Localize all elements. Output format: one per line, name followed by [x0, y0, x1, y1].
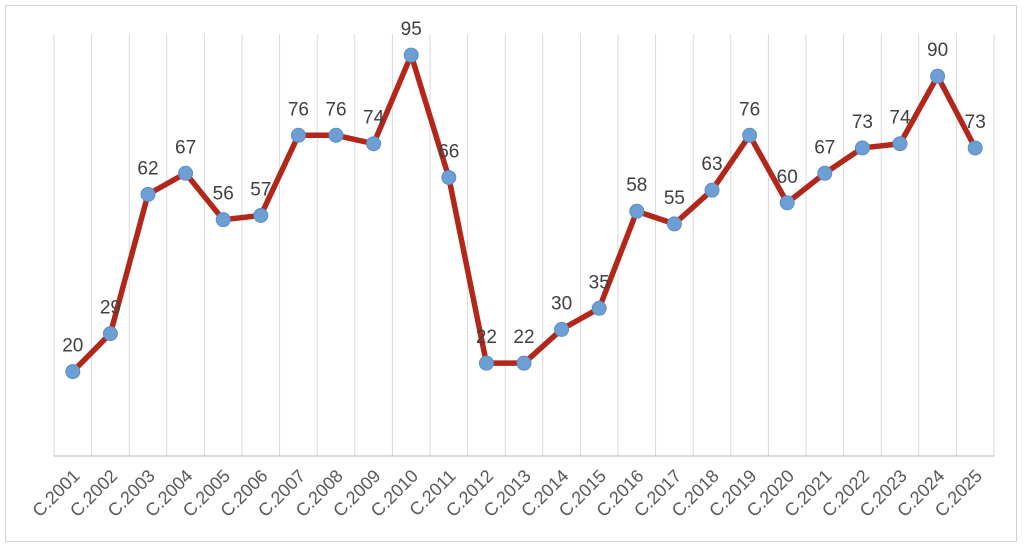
data-point-marker[interactable]	[666, 216, 682, 232]
data-point-label: 58	[626, 175, 647, 196]
data-point-label: 76	[288, 99, 309, 120]
data-point-marker[interactable]	[554, 321, 570, 337]
data-point-label: 76	[739, 99, 760, 120]
data-point-label: 22	[513, 327, 534, 348]
data-point-label: 30	[551, 293, 572, 314]
data-point-label: 35	[589, 272, 610, 293]
data-series-line	[70, 52, 978, 375]
data-point-marker[interactable]	[930, 68, 946, 84]
data-point-marker[interactable]	[967, 140, 983, 156]
data-point-label: 57	[250, 179, 271, 200]
data-point-label: 55	[664, 188, 685, 209]
chart-frame: 20 29 62 67 56 57 76 76 74 95 66 22 22 30 35 58 55 63 76 60…	[5, 5, 1017, 542]
data-point-label: 76	[325, 99, 346, 120]
data-point-label: 56	[213, 184, 234, 205]
data-point-marker[interactable]	[290, 127, 306, 143]
data-point-label: 74	[363, 108, 385, 129]
data-point-marker[interactable]	[779, 195, 795, 211]
data-point-marker[interactable]	[215, 212, 231, 228]
data-point-marker[interactable]	[65, 364, 81, 380]
data-point-label: 60	[777, 167, 798, 188]
data-point-label: 67	[814, 137, 835, 158]
data-point-marker[interactable]	[742, 127, 758, 143]
data-point-marker[interactable]	[253, 207, 269, 223]
line-chart: 20 29 62 67 56 57 76 76 74 95 66 22 22 30 35 58 55 63 76 60…	[28, 19, 995, 521]
data-point-label: 63	[701, 154, 722, 175]
data-point-marker[interactable]	[366, 136, 382, 152]
data-point-marker[interactable]	[817, 165, 833, 181]
data-point-marker[interactable]	[892, 136, 908, 152]
data-point-label: 20	[62, 336, 83, 357]
data-point-marker[interactable]	[516, 355, 532, 371]
data-point-marker[interactable]	[854, 140, 870, 156]
data-point-marker[interactable]	[178, 165, 194, 181]
data-point-marker[interactable]	[591, 300, 607, 316]
data-point-label: 22	[476, 327, 497, 348]
data-point-label: 90	[927, 40, 948, 61]
data-point-label: 73	[965, 112, 986, 133]
data-point-label: 95	[401, 19, 422, 40]
data-point-marker[interactable]	[102, 326, 118, 342]
data-point-label: 73	[852, 112, 873, 133]
data-point-marker[interactable]	[629, 203, 645, 219]
data-point-marker[interactable]	[328, 127, 344, 143]
data-point-label: 66	[438, 141, 459, 162]
data-point-label: 29	[100, 298, 121, 319]
data-point-label: 67	[175, 137, 196, 158]
data-point-marker[interactable]	[403, 47, 419, 63]
data-point-label: 62	[137, 158, 158, 179]
data-point-label: 74	[889, 108, 911, 129]
data-point-marker[interactable]	[140, 186, 156, 202]
data-point-marker[interactable]	[441, 169, 457, 185]
data-point-marker[interactable]	[478, 355, 494, 371]
data-point-marker[interactable]	[704, 182, 720, 198]
